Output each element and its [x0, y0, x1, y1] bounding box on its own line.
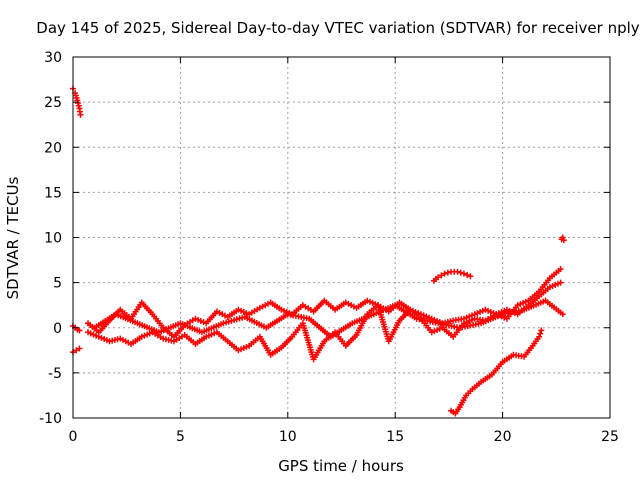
x-tick-label: 20	[494, 429, 512, 445]
data-point	[444, 269, 451, 276]
data-point	[76, 327, 83, 334]
data-point	[538, 327, 545, 334]
data-point	[467, 273, 474, 280]
chart-title: Day 145 of 2025, Sidereal Day-to-day VTE…	[36, 19, 639, 37]
y-tick-label: 15	[44, 185, 62, 201]
y-tick-label: 20	[44, 140, 62, 156]
y-tick-label: 0	[53, 321, 62, 337]
grid-lines	[73, 57, 610, 418]
data-point	[536, 333, 543, 340]
y-tick-label: 10	[44, 231, 62, 247]
x-tick-label: 15	[386, 429, 404, 445]
x-tick-label: 5	[176, 429, 185, 445]
data-points	[70, 85, 567, 417]
data-point	[435, 274, 442, 281]
data-point	[441, 270, 448, 277]
y-tick-label: -5	[48, 366, 62, 382]
y-tick-label: -10	[39, 411, 62, 427]
y-tick-label: 25	[44, 95, 62, 111]
data-point	[73, 347, 80, 354]
x-tick-label: 10	[279, 429, 297, 445]
y-axis-title: SDTVAR / TECUs	[4, 176, 22, 299]
y-tick-label: 30	[44, 50, 62, 66]
x-tick-label: 0	[69, 429, 78, 445]
x-axis-title: GPS time / hours	[278, 457, 404, 475]
data-point	[76, 345, 83, 352]
data-point	[557, 279, 564, 286]
data-point	[460, 270, 467, 277]
axis-ticks: 0 5 10 15 20 25 -10 -5 0 5 10 15 20 25 30	[39, 50, 619, 445]
data-point	[454, 268, 461, 275]
data-point	[464, 271, 471, 278]
data-point	[77, 111, 84, 118]
data-point	[438, 272, 445, 279]
x-tick-label: 25	[601, 429, 619, 445]
data-point	[557, 266, 564, 273]
data-point	[559, 311, 566, 318]
data-point	[537, 330, 544, 337]
data-point	[560, 237, 567, 244]
y-tick-label: 5	[53, 276, 62, 292]
data-point	[457, 269, 464, 276]
